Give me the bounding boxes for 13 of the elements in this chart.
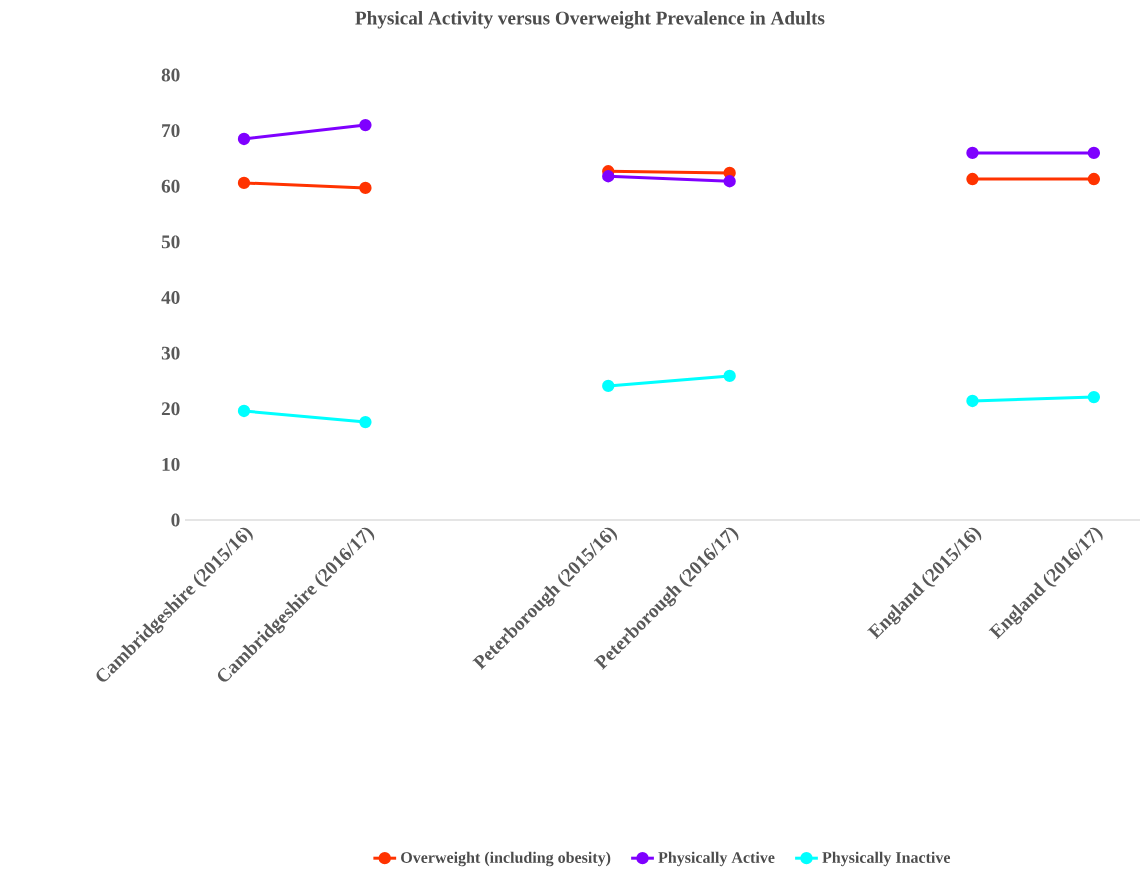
y-tick-label: 60 [161,179,180,193]
legend-label: Overweight (including obesity) [401,851,611,867]
y-tick-label: 80 [161,68,180,82]
legend-label: Physically Inactive [822,851,951,867]
chart-title: Physical Activity versus Overweight Prevalence in Adults [355,11,825,29]
y-tick-label: 70 [162,124,180,138]
y-tick-label: 10 [162,457,180,471]
y-tick-label: 50 [161,235,180,249]
y-tick-label: 20 [161,402,180,416]
y-tick-label: 0 [171,513,180,527]
legend-label: Physically Active [658,851,775,867]
y-tick-label: 40 [161,291,180,304]
y-tick-label: 30 [161,346,180,360]
